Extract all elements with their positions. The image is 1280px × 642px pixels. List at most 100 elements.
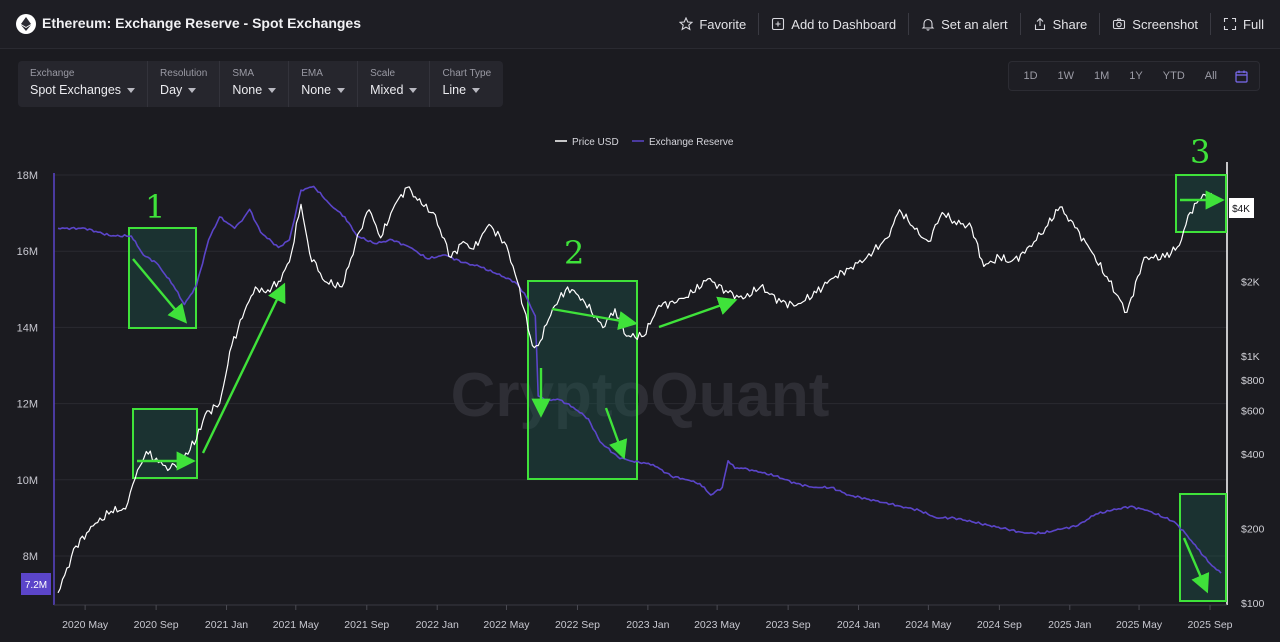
ema-value: None xyxy=(301,83,332,97)
reserve-current-badge: 7.2M xyxy=(21,573,51,595)
full-label: Full xyxy=(1243,16,1264,32)
x-tick-label: 2024 Sep xyxy=(977,619,1022,631)
x-tick-label: 2023 Jan xyxy=(626,619,669,631)
screenshot-button[interactable]: Screenshot xyxy=(1100,13,1212,35)
full-button[interactable]: Full xyxy=(1211,13,1264,35)
x-tick-label: 2023 May xyxy=(694,619,741,631)
x-tick-label: 2020 Sep xyxy=(134,619,179,631)
right-tick-label: $600 xyxy=(1241,406,1265,418)
x-tick-label: 2025 Jan xyxy=(1048,619,1091,631)
range-1m-button[interactable]: 1M xyxy=(1094,70,1110,82)
legend: Price USD Exchange Reserve xyxy=(555,137,734,148)
chart-type-dropdown[interactable]: Chart Type Line xyxy=(430,61,503,107)
right-tick-label: $1K xyxy=(1241,351,1260,363)
share-icon xyxy=(1034,17,1045,31)
x-axis-ticks: 2020 May 2020 Sep 2021 Jan 2021 May 2021 Sep… xyxy=(62,605,1233,631)
right-tick-label: $800 xyxy=(1241,375,1265,387)
add-to-dashboard-label: Add to Dashboard xyxy=(791,16,897,32)
annotation-arrow xyxy=(132,258,188,324)
sma-dropdown[interactable]: SMA None xyxy=(220,61,290,107)
annotation-arrow xyxy=(551,307,638,331)
annotation-numbers: 1 2 3 xyxy=(145,133,1210,272)
left-tick-label: 18M xyxy=(17,170,38,182)
share-button[interactable]: Share xyxy=(1021,13,1101,35)
chevron-down-icon xyxy=(188,87,197,93)
scale-value: Mixed xyxy=(370,83,404,97)
left-tick-label: 14M xyxy=(17,322,38,334)
ethereum-logo-icon xyxy=(16,14,36,34)
legend-reserve-label: Exchange Reserve xyxy=(649,137,734,148)
left-axis-ticks: 18M 16M 14M 12M 10M 8M xyxy=(17,170,38,563)
resolution-value: Day xyxy=(160,83,183,97)
resolution-dropdown[interactable]: Resolution Day xyxy=(148,61,221,107)
calendar-button[interactable] xyxy=(1227,70,1255,83)
ema-dropdown[interactable]: EMA None xyxy=(289,61,359,107)
dashboard-add-icon xyxy=(772,17,785,31)
series-price-usd-line xyxy=(57,186,1222,594)
scale-dropdown[interactable]: Scale Mixed xyxy=(358,61,431,107)
star-icon xyxy=(679,17,694,31)
calendar-icon xyxy=(1234,70,1248,83)
ema-label: EMA xyxy=(301,68,323,79)
chart-controls: Exchange Spot Exchanges Resolution Day S… xyxy=(18,61,504,107)
watermark: CryptoQuant xyxy=(451,361,830,430)
x-tick-label: 2024 May xyxy=(905,619,952,631)
share-label: Share xyxy=(1052,16,1088,32)
price-current-badge: $4K xyxy=(1229,198,1254,218)
annotation-arrow xyxy=(658,296,738,329)
right-axis-ticks: $2K $1K $800 $600 $400 $200 $100 xyxy=(1241,276,1265,610)
resolution-label: Resolution xyxy=(160,68,208,79)
header-actions: Favorite Add to Dashboard Set an alert S… xyxy=(667,0,1264,48)
x-tick-label: 2022 May xyxy=(483,619,530,631)
annotation-label-2: 2 xyxy=(564,234,584,272)
annotation-arrow xyxy=(1182,537,1210,594)
favorite-label: Favorite xyxy=(699,16,747,32)
scale-label: Scale xyxy=(370,68,396,79)
range-1y-button[interactable]: 1Y xyxy=(1129,70,1143,82)
expand-icon xyxy=(1223,17,1237,31)
screenshot-label: Screenshot xyxy=(1132,16,1199,32)
range-selector: 1D 1W 1M 1Y YTD All xyxy=(1008,61,1260,91)
price-current-value: $4K xyxy=(1232,204,1250,215)
favorite-button[interactable]: Favorite xyxy=(667,13,760,35)
left-tick-label: 12M xyxy=(17,399,38,411)
x-tick-label: 2021 Jan xyxy=(205,619,248,631)
x-tick-label: 2025 May xyxy=(1116,619,1163,631)
chart-area[interactable]: CryptoQuant Price USD Exchange Reserve 1… xyxy=(0,120,1280,642)
exchange-label: Exchange xyxy=(30,68,75,79)
right-tick-label: $2K xyxy=(1241,276,1260,288)
series-exchange-reserve-line xyxy=(57,185,1222,574)
sma-value: None xyxy=(232,83,263,97)
chevron-down-icon xyxy=(337,87,346,93)
x-tick-label: 2020 May xyxy=(62,619,109,631)
chevron-down-icon xyxy=(472,87,481,93)
annotation-arrows xyxy=(132,190,1225,594)
range-ytd-button[interactable]: YTD xyxy=(1162,70,1185,82)
right-tick-label: $400 xyxy=(1241,449,1265,461)
range-all-button[interactable]: All xyxy=(1204,70,1217,82)
set-alert-button[interactable]: Set an alert xyxy=(909,13,1021,35)
left-tick-label: 10M xyxy=(17,475,38,487)
right-tick-label: $100 xyxy=(1241,598,1265,610)
annotation-label-3: 3 xyxy=(1190,133,1210,171)
x-tick-label: 2021 May xyxy=(273,619,320,631)
add-to-dashboard-button[interactable]: Add to Dashboard xyxy=(759,13,910,35)
range-1d-button[interactable]: 1D xyxy=(1023,70,1038,82)
annotation-box-3-price xyxy=(1175,174,1227,233)
legend-price-label: Price USD xyxy=(572,137,619,148)
right-tick-label: $200 xyxy=(1241,524,1265,536)
left-tick-label: 16M xyxy=(17,246,38,258)
grid-lines xyxy=(54,174,1227,557)
x-tick-label: 2022 Jan xyxy=(416,619,459,631)
annotation-label-1: 1 xyxy=(145,188,165,226)
annotation-arrow xyxy=(604,407,628,460)
chart-type-label: Chart Type xyxy=(442,68,492,79)
range-1w-button[interactable]: 1W xyxy=(1057,70,1075,82)
set-alert-label: Set an alert xyxy=(941,16,1008,32)
page-title: Ethereum: Exchange Reserve - Spot Exchan… xyxy=(42,15,361,31)
sma-label: SMA xyxy=(232,68,254,79)
annotation-box-1-price xyxy=(132,408,198,479)
exchange-dropdown[interactable]: Exchange Spot Exchanges xyxy=(18,61,149,107)
camera-icon xyxy=(1113,18,1126,30)
x-tick-label: 2025 Sep xyxy=(1188,619,1233,631)
